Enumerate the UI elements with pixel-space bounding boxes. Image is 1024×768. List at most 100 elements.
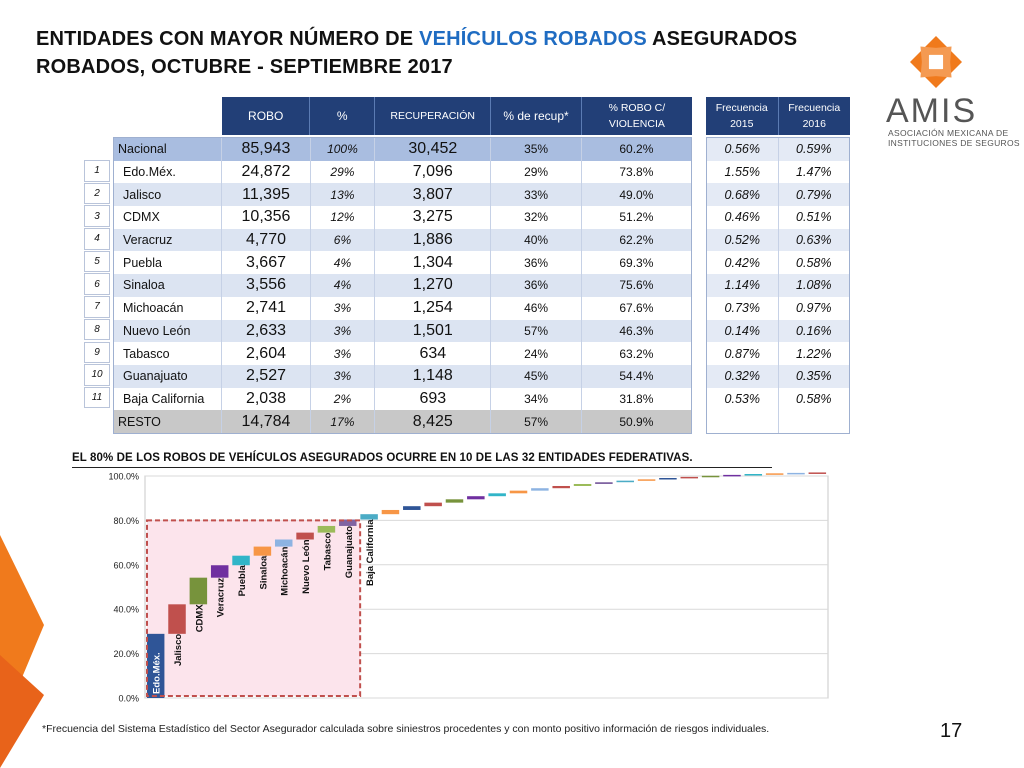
waterfall-bar (146, 633, 165, 698)
table-row: Nuevo León 2,633 3% 1,501 57% 46.3% (114, 319, 691, 343)
waterfall-bar (531, 488, 549, 491)
table-row: Sinaloa 3,556 4% 1,270 36% 75.6% (114, 274, 691, 297)
cell-pct-recup: 40% (491, 228, 582, 252)
cumulative-waterfall-chart: 0.0% 20.0% 40.0% 60.0% 80.0% 100.0% Edo.Méx. Ja… (108, 472, 829, 704)
cell-recup: 30,452 (375, 138, 492, 161)
waterfall-bar (339, 519, 357, 526)
logo-subtitle-line2: INSTITUCIONES DE SEGUROS (888, 138, 1020, 148)
cell-pct: 3% (311, 342, 376, 365)
waterfall-bar (808, 472, 827, 474)
cell-entity: Michoacán (114, 296, 223, 320)
table-row: Edo.Méx. 24,872 29% 7,096 29% 73.8% (114, 160, 691, 184)
cell-violencia: 51.2% (619, 210, 654, 225)
cell-robo: 2,038 (222, 387, 311, 411)
waterfall-bar (744, 474, 763, 476)
cell-entity: Nacional (114, 138, 223, 161)
rank-number: 4 (84, 228, 110, 250)
cell-recup: 1,501 (375, 319, 492, 343)
rank-number: 1 (84, 160, 110, 182)
cell-pct-recup: 36% (491, 274, 582, 297)
cell-robo: 3,556 (222, 274, 311, 297)
cell-robo: 11,395 (222, 183, 311, 207)
cell-pct: 2% (311, 387, 376, 411)
rank-number: 3 (84, 205, 110, 227)
bar-category-label: Michoacán (280, 546, 291, 595)
cell-recup: 8,425 (375, 410, 492, 433)
cell-pct-recup: 36% (491, 251, 582, 275)
waterfall-bar (787, 472, 805, 475)
table-row: Puebla 3,667 4% 1,304 36% 69.3% (114, 251, 691, 275)
cell-f2015: 0.53% (707, 387, 779, 411)
bar-category-label: Guanajuato (344, 526, 355, 578)
freq-row: 0.32% 0.35% (707, 364, 849, 388)
freq-row: 0.87% 1.22% (707, 342, 849, 365)
cell-pct: 17% (311, 410, 376, 433)
table-row: Michoacán 2,741 3% 1,254 46% 67.6% (114, 296, 691, 320)
cell-f2016: 0.58% (796, 391, 832, 406)
waterfall-bar (616, 480, 634, 483)
cell-recup: 1,886 (375, 228, 492, 252)
title-part1: ENTIDADES CON MAYOR NÚMERO DE (36, 28, 420, 50)
freq-row: 0.42% 0.58% (707, 251, 849, 275)
table-header: ROBO % RECUPERACIÓN % de recup* % ROBO C… (222, 97, 692, 135)
bar-category-label: Baja California (365, 519, 376, 586)
table-row: Veracruz 4,770 6% 1,886 40% 62.2% (114, 228, 691, 252)
cell-f2015: 0.46% (707, 206, 779, 229)
header-robo: ROBO (222, 97, 311, 135)
cell-robo: 3,667 (222, 251, 311, 275)
cell-pct: 4% (311, 274, 376, 297)
page-title: ENTIDADES CON MAYOR NÚMERO DE VEHÍCULOS … (36, 25, 856, 81)
bar-category-label: Edo.Méx. (152, 652, 163, 694)
header-freq-2016-l2: 2016 (802, 118, 826, 130)
cell-robo: 2,741 (222, 296, 311, 320)
rank-number: 7 (84, 296, 110, 318)
waterfall-bar (509, 490, 528, 494)
data-table: Nacional 85,943 100% 30,452 35% 60.2% Edo.Méx.… (113, 137, 692, 434)
cell-f2016: 0.16% (796, 323, 832, 338)
rank-number: 9 (84, 341, 110, 363)
waterfall-bar (296, 532, 314, 540)
waterfall-bar (317, 525, 336, 533)
logo-name: AMIS (886, 92, 978, 130)
footnote: *Frecuencia del Sistema Estadístico del … (42, 723, 770, 735)
cell-entity: Edo.Méx. (114, 160, 223, 184)
freq-header: Frecuencia 2015 Frecuencia 2016 (706, 97, 850, 135)
cell-f2015: 0.32% (707, 364, 779, 388)
cell-pct-recup: 35% (491, 138, 582, 161)
cell-f2016: 0.97% (796, 301, 832, 316)
cell-pct: 3% (311, 296, 376, 320)
waterfall-bar (210, 565, 229, 578)
waterfall-bar (232, 555, 250, 566)
cell-robo: 2,633 (222, 319, 311, 343)
frequency-table: 0.56% 0.59% 1.55% 1.47% 0.68% 0.79% 0.46% 0.51%… (706, 137, 850, 434)
cell-recup: 1,254 (375, 296, 492, 320)
page-number: 17 (940, 720, 963, 742)
y-tick-label: 40.0% (113, 605, 139, 615)
cell-violencia: 46.3% (619, 323, 654, 338)
cell-violencia: 63.2% (619, 346, 654, 361)
cell-violencia: 69.3% (619, 255, 654, 270)
cell-f2016: 1.08% (796, 278, 832, 293)
waterfall-bar (680, 476, 699, 479)
waterfall-bar (445, 499, 464, 503)
y-tick-label: 100.0% (108, 472, 139, 482)
cell-pct-recup: 24% (491, 342, 582, 365)
cell-violencia: 75.6% (619, 278, 654, 293)
highlight-region-border (146, 519, 362, 698)
cell-f2016: 0.51% (796, 210, 832, 225)
cell-violencia: 62.2% (619, 233, 654, 248)
waterfall-bar (274, 539, 293, 547)
cell-entity: Tabasco (114, 342, 223, 365)
cell-pct: 13% (311, 183, 376, 207)
rank-number: 10 (84, 364, 110, 386)
waterfall-bar (381, 509, 400, 515)
header-freq-2016: Frecuencia 2016 (779, 97, 851, 135)
cell-f2015: 0.73% (707, 296, 779, 320)
waterfall-bar (659, 477, 677, 480)
bar-category-label: CDMX (194, 604, 205, 633)
waterfall-bar (488, 493, 506, 497)
freq-row: 0.14% 0.16% (707, 319, 849, 343)
cell-pct: 12% (311, 206, 376, 229)
cell-f2016: 0.59% (796, 142, 832, 157)
logo-subtitle: ASOCIACIÓN MEXICANA DE INSTITUCIONES DE … (888, 128, 1020, 148)
